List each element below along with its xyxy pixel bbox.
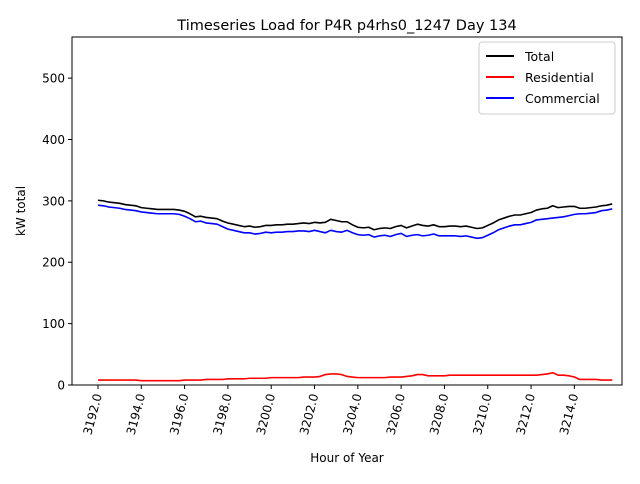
legend-label-total: Total xyxy=(524,49,554,64)
legend-label-residential: Residential xyxy=(525,70,594,85)
legend: Total Residential Commercial xyxy=(478,41,616,115)
y-tick-label: 0 xyxy=(57,379,65,393)
chart-title: Timeseries Load for P4R p4rhs0_1247 Day … xyxy=(176,18,516,34)
y-tick-label: 200 xyxy=(42,256,65,270)
series-line-total xyxy=(97,199,613,231)
y-tick-label: 500 xyxy=(42,72,65,86)
y-axis-ticks: 0 100 200 300 400 500 xyxy=(42,72,72,393)
legend-label-commercial: Commercial xyxy=(525,91,600,106)
series-layer xyxy=(97,199,613,382)
y-tick-label: 400 xyxy=(42,133,65,147)
plot-frame xyxy=(71,36,623,386)
y-axis-label: kW total xyxy=(14,186,28,236)
series-line-commercial xyxy=(97,204,613,240)
x-axis-label: Hour of Year xyxy=(310,451,384,465)
y-tick-label: 300 xyxy=(42,194,65,208)
series-line-residential xyxy=(97,371,613,382)
y-tick-label: 100 xyxy=(42,317,65,331)
legend-box xyxy=(478,41,616,115)
